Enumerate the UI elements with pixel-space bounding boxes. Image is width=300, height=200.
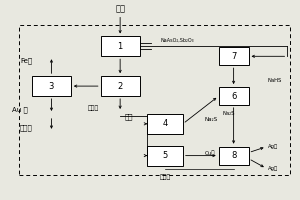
Bar <box>101 36 140 56</box>
Text: 渗滲: 渗滲 <box>124 114 133 120</box>
Text: 回收金: 回收金 <box>20 125 33 131</box>
Text: 4: 4 <box>162 119 168 128</box>
Text: NaAsO₂,Sb₂O₃: NaAsO₂,Sb₂O₃ <box>160 38 194 43</box>
Bar <box>219 87 248 105</box>
Bar <box>19 25 290 175</box>
Text: 5: 5 <box>162 151 168 160</box>
Bar <box>147 146 183 166</box>
Text: Na₂S: Na₂S <box>204 117 218 122</box>
Bar <box>219 47 248 65</box>
Text: 回收銅: 回收銅 <box>159 175 171 180</box>
Text: 2: 2 <box>118 82 123 91</box>
Text: Na₂S: Na₂S <box>222 111 235 116</box>
Bar <box>147 114 183 134</box>
Text: 8: 8 <box>231 151 236 160</box>
Text: Cu渣: Cu渣 <box>204 151 215 156</box>
Text: 回收銅: 回收銅 <box>87 105 98 111</box>
Bar <box>219 147 248 165</box>
Bar <box>32 76 71 96</box>
Text: NaHS: NaHS <box>268 78 282 83</box>
Text: 7: 7 <box>231 52 236 61</box>
Text: Ag渣: Ag渣 <box>268 166 278 171</box>
Text: 3: 3 <box>49 82 54 91</box>
Text: Ag渣: Ag渣 <box>268 144 278 149</box>
Text: Au 泥: Au 泥 <box>12 107 28 113</box>
Bar <box>101 76 140 96</box>
Text: Fe渣: Fe渣 <box>20 57 32 64</box>
Text: 6: 6 <box>231 92 236 101</box>
Text: 1: 1 <box>118 42 123 51</box>
Text: 矿石: 矿石 <box>115 4 125 13</box>
